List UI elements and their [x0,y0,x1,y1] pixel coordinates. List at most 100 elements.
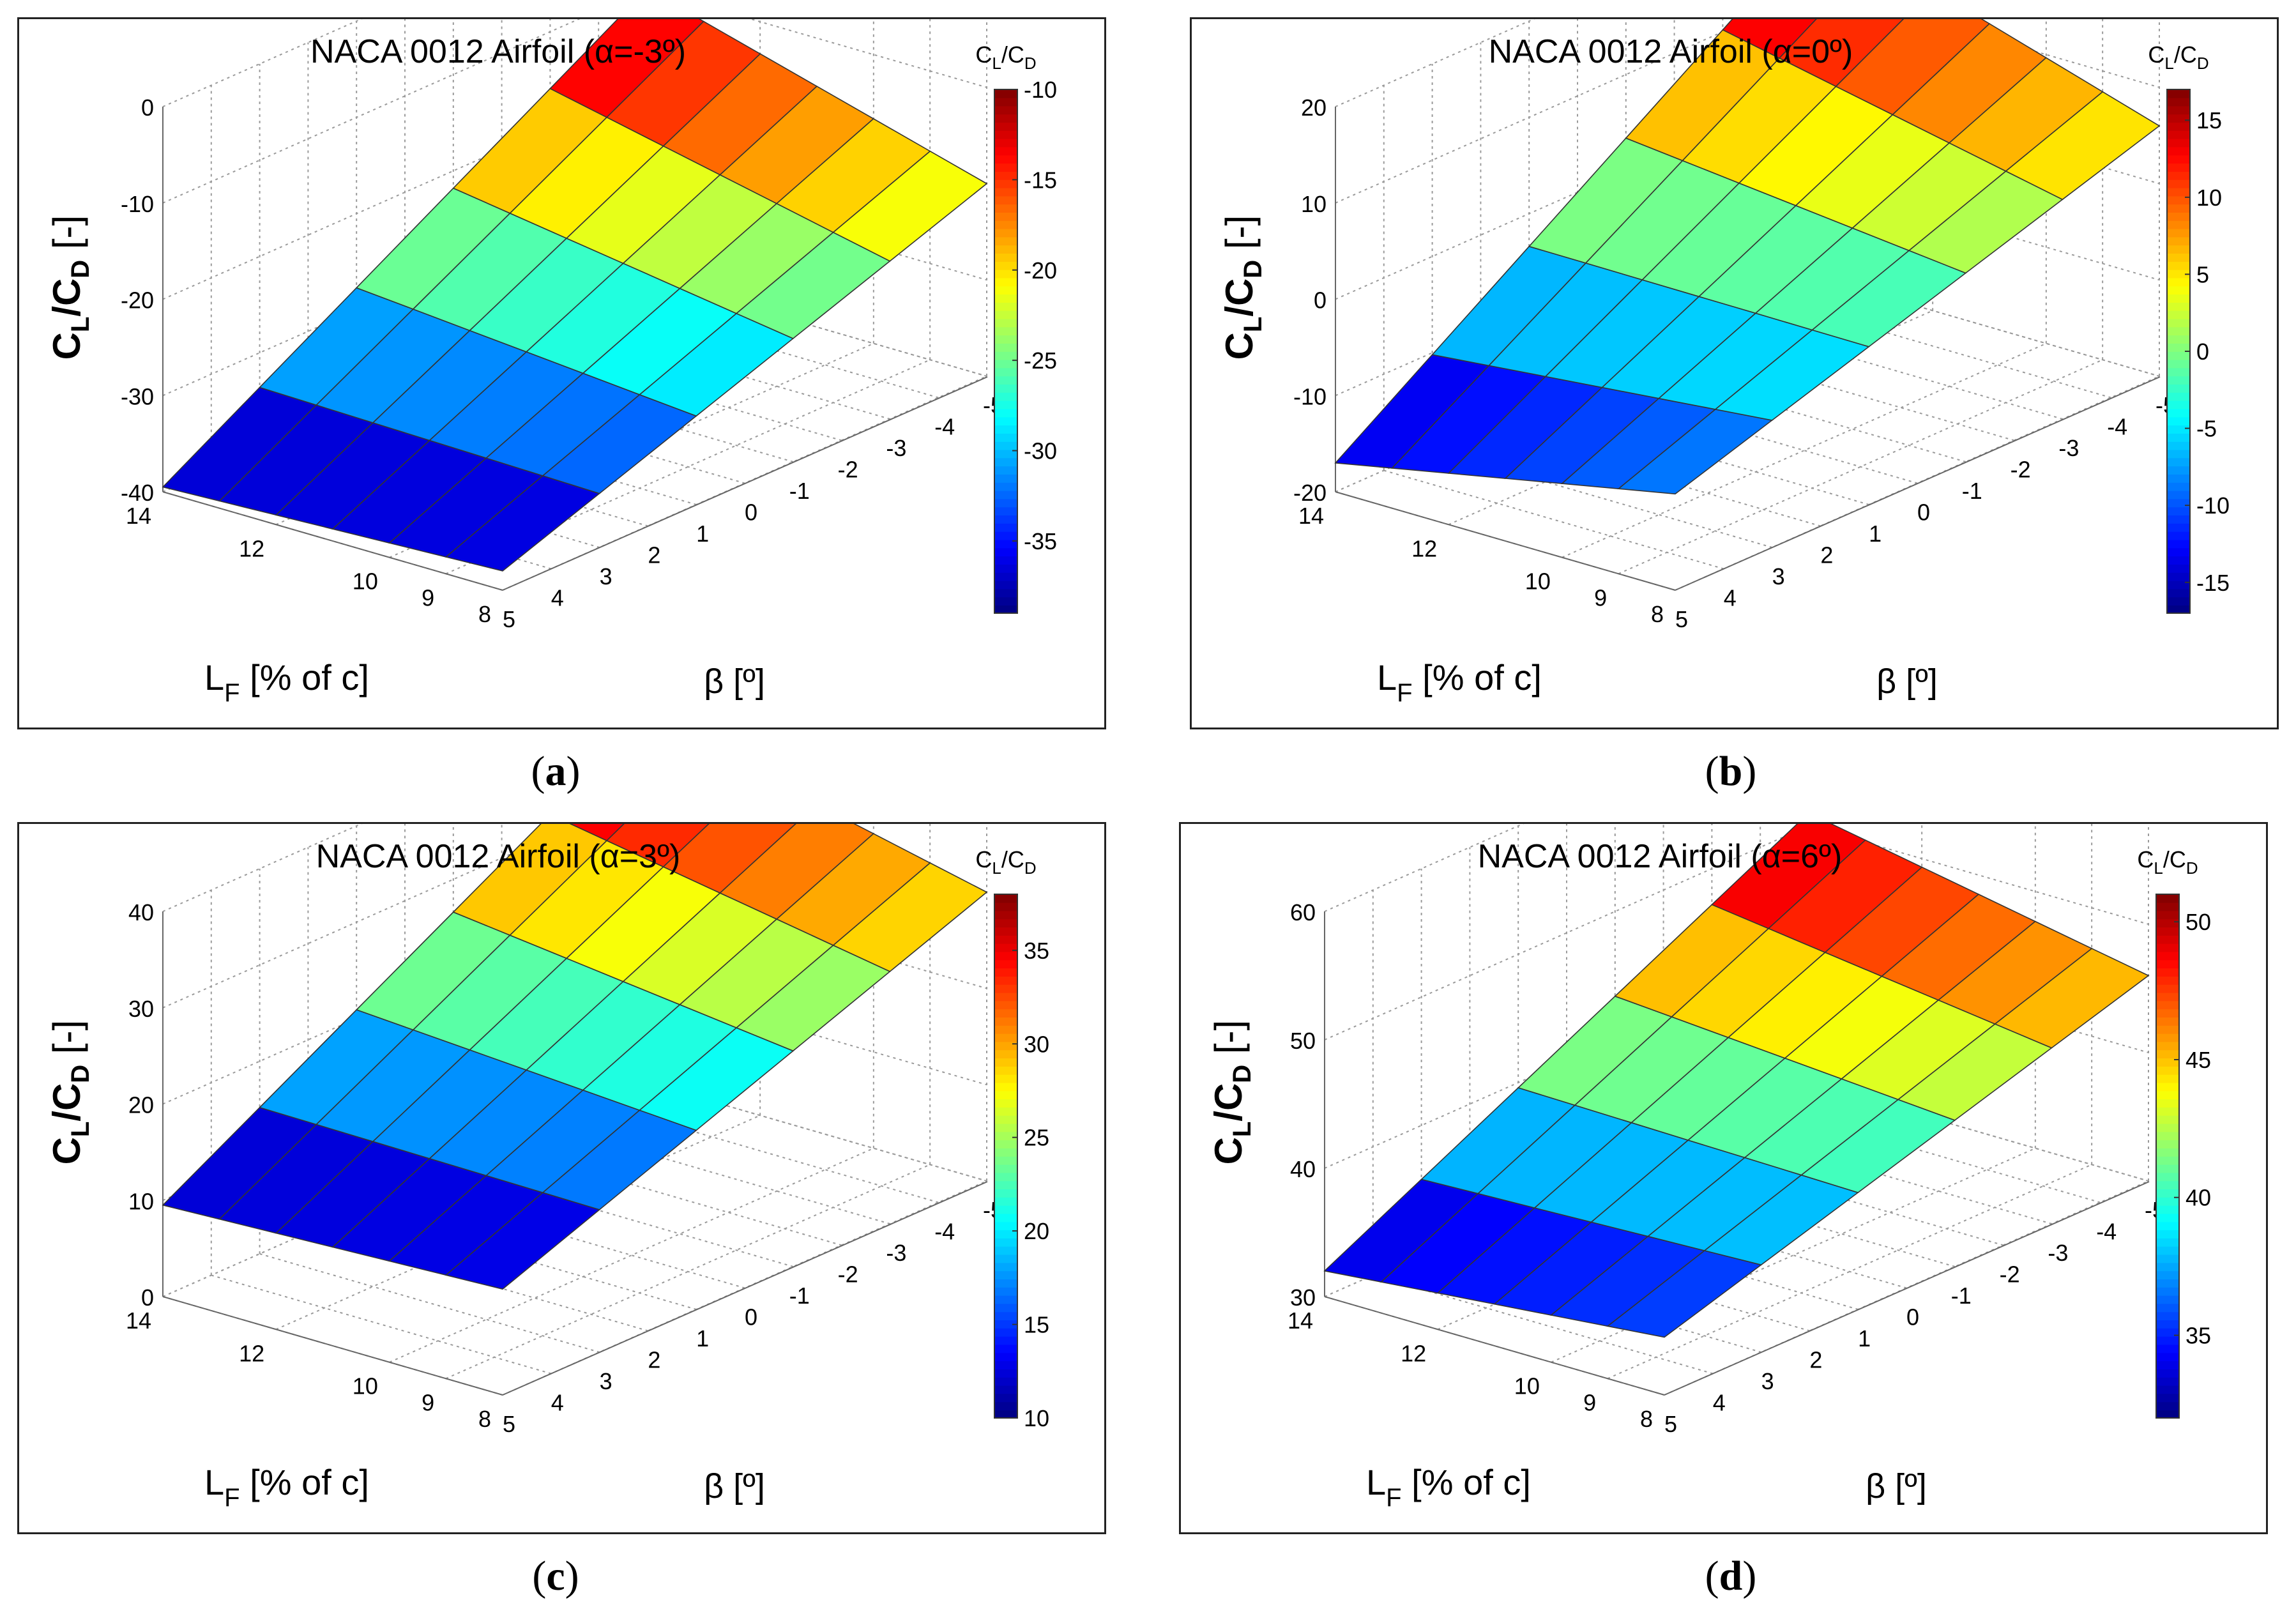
colorbar-segment [2167,376,2190,385]
colorbar-segment [2167,605,2190,614]
colorbar-segment [994,220,1017,229]
colorbar-segment [994,1254,1017,1263]
z-tick-label: 20 [128,1092,154,1118]
surface-cell [1994,948,2150,1049]
lf-axis-line [162,491,503,591]
beta-axis-label: β [º] [704,1467,765,1505]
z-tick-label: 50 [1290,1028,1316,1054]
chart-title: NACA 0012 Airfoil (α=-3º) [310,33,686,70]
beta-tick-label: 5 [1664,1411,1677,1437]
colorbar-tick-label: 35 [2186,1323,2211,1349]
colorbar-segment [2156,1320,2179,1329]
colorbar-segment [2167,588,2190,598]
colorbar-segment [2167,572,2190,581]
z-label-c: C [45,332,88,360]
colorbar-segment [994,236,1017,246]
colorbar-segment [994,474,1017,483]
colorbar-segment [994,1262,1017,1272]
beta-tick-label: 2 [1820,542,1833,568]
z-label-sub1: L [1228,1122,1256,1137]
colorbar-segment [2167,302,2190,311]
z-tick-label: -40 [121,480,154,506]
colorbar-segment [2156,1139,2179,1148]
beta-tick-label: -2 [838,1261,858,1288]
colorbar-segment [994,392,1017,401]
beta-tick-label: 3 [600,563,612,590]
colorbar-tick-label: -15 [2196,570,2230,596]
lf-axis-label: LF [% of c] [1366,1462,1531,1512]
colorbar-segment [994,507,1017,516]
colorbar-segment [994,187,1017,197]
colorbar-segment [994,138,1017,148]
colorbar-segment [2156,968,2179,977]
colorbar-segment [2167,457,2190,467]
colorbar-segment [994,408,1017,418]
lf-tick-label: 8 [1651,601,1664,627]
colorbar-segment [994,1197,1017,1206]
cb-label-sub1: L [2154,858,2163,878]
colorbar-segment [994,1410,1017,1419]
axis-frame [1324,911,2150,1396]
colorbar-segment [2167,245,2190,254]
lf-tick-label: 9 [422,584,434,611]
beta-tick-label: -1 [1962,478,1982,504]
cb-label-c: C [975,846,992,872]
colorbar-segment [2167,212,2190,221]
colorbar-segment [2156,1148,2179,1157]
colorbar-tick-label: -25 [1024,347,1057,374]
beta-axis-label: β [º] [1866,1467,1927,1505]
colorbar-segment [2156,1017,2179,1026]
caption-c: (c) [532,1553,579,1599]
cb-label-mid: /C [1001,846,1024,872]
colorbar-label: CL/CD [2148,42,2209,73]
colorbar: 50 45 40 35 [2155,894,2211,1419]
cb-label-sub1: L [2164,54,2173,73]
beta-tick-label: 1 [1858,1325,1871,1352]
z-label-sub1: L [66,317,95,332]
lf-label-l: L [1377,657,1397,697]
z-label-mid: /C [1207,1083,1250,1122]
colorbar-segment [2156,1303,2179,1313]
colorbar-segment [2156,1221,2179,1231]
surface-cell [662,824,796,894]
colorbar-segment [2167,580,2190,590]
colorbar-segment [994,547,1017,557]
colorbar-segment [2156,1230,2179,1238]
colorbar-segment [2167,466,2190,475]
colorbar-segment [2156,1131,2179,1141]
colorbar-segment [2167,498,2190,508]
cb-label-c: C [2137,846,2154,872]
colorbar-segment [2167,187,2190,197]
colorbar-segment [994,195,1017,205]
beta-axis-label: β [º] [704,662,765,701]
colorbar-segment [2167,408,2190,418]
colorbar-segment [994,992,1017,1002]
cb-label-sub1: L [992,54,1001,73]
colorbar-segment [994,1205,1017,1214]
colorbar-segment [2156,984,2179,993]
panel-a: NACA 0012 Airfoil (α=-3º) -40 -30 -20 -10 0 CL… [17,17,1106,729]
colorbar-tick-label: 10 [2196,185,2222,211]
lf-label-unit: [% of c] [1402,1462,1531,1502]
grid-line-lf-floor [389,342,874,558]
colorbar-segment [994,269,1017,278]
lf-tick-label: 14 [126,1307,151,1334]
colorbar-segment [994,1360,1017,1369]
beta-axis-line [502,1181,988,1396]
colorbar-segment [2167,433,2190,442]
beta-tick-label: 4 [1724,585,1737,611]
lf-label-sub: F [1397,679,1412,707]
colorbar-segment [2156,1238,2179,1247]
colorbar-segment [2156,976,2179,985]
colorbar-segment [994,1017,1017,1026]
caption-b: (b) [1705,748,1757,795]
surface-cell [1778,19,1904,88]
beta-tick-label: 4 [1713,1390,1726,1416]
cb-label-mid: /C [1001,42,1024,68]
colorbar-segment [2156,918,2179,928]
beta-tick-label: 0 [745,1304,757,1330]
colorbar-segment [994,155,1017,164]
beta-tick-label: -2 [838,457,858,483]
beta-tick-label: 2 [1809,1347,1822,1373]
colorbar-segment [2156,1000,2179,1010]
